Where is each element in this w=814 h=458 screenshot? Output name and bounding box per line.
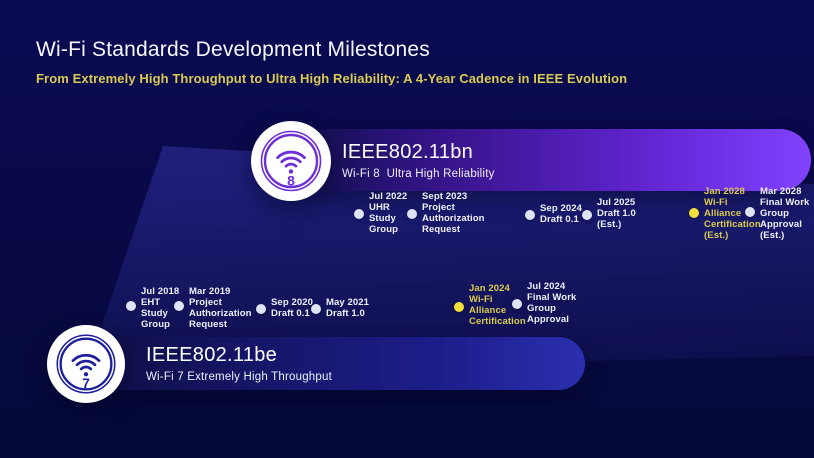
milestone-line: Jan 2028 (704, 186, 745, 197)
wifi8-milestone-4: Jul 2025 Draft 1.0 (Est.) (582, 197, 636, 230)
milestone-line: Request (422, 224, 461, 235)
milestone-line: Sep 2020 (271, 297, 313, 308)
wifi7-generation-label: Wi-Fi 7 Extremely High Throughput (146, 371, 332, 383)
milestone-line: Mar 2019 (189, 286, 231, 297)
milestone-line: Draft 0.1 (540, 214, 579, 225)
milestone-line: Final Work (760, 197, 810, 208)
milestone-line: Group (369, 224, 398, 235)
wifi7-badge: 7 (47, 325, 125, 403)
milestone-line: Draft 1.0 (597, 208, 636, 219)
wifi7-standard-name: IEEE802.11be (146, 344, 278, 366)
milestone-line: Jul 2024 (527, 281, 566, 292)
milestone-dot-icon (512, 299, 522, 309)
wifi8-badge-number: 8 (287, 173, 295, 189)
wifi8-generation-label: Wi-Fi 8 Ultra High Reliability (342, 167, 495, 180)
wifi7-banner-text: IEEE802.11be Wi-Fi 7 Extremely High Thro… (98, 344, 332, 383)
milestone-dot-icon (311, 304, 321, 314)
wifi8-standard-name: IEEE802.11bn (342, 140, 474, 163)
milestone-line: Jan 2024 (469, 283, 510, 294)
milestone-line: Final Work (527, 292, 577, 303)
milestone-line: EHT (141, 297, 161, 308)
milestone-line: Approval (527, 314, 569, 325)
wifi7-milestone-4: May 2021 Draft 1.0 (311, 297, 369, 319)
milestone-dot-icon (407, 209, 417, 219)
milestone-dot-icon (582, 210, 592, 220)
milestone-dot-icon (689, 208, 699, 218)
milestone-line: Draft 1.0 (326, 308, 365, 319)
milestone-line: May 2021 (326, 297, 370, 308)
wifi7-icon: 7 (56, 334, 116, 394)
wifi7-milestone-3: Sep 2020 Draft 0.1 (256, 297, 313, 319)
wifi7-milestone-1: Jul 2018 EHT Study Group (126, 286, 179, 330)
page-title: Wi-Fi Standards Development Milestones (36, 38, 430, 61)
milestone-dot-icon (745, 207, 755, 217)
wifi7-milestone-2: Mar 2019 Project Authorization Request (174, 286, 252, 330)
milestone-dot-icon (174, 301, 184, 311)
milestone-line: Alliance (469, 305, 507, 316)
milestone-line: Wi-Fi (704, 197, 728, 208)
milestone-line: Request (189, 319, 228, 330)
milestone-line: Group (527, 303, 556, 314)
wifi8-milestone-5: Jan 2028 Wi-Fi Alliance Certification (E… (689, 186, 761, 241)
wifi8-milestone-3: Sep 2024 Draft 0.1 (525, 203, 582, 225)
wifi7-milestone-6: Jul 2024 Final Work Group Approval (512, 281, 576, 325)
wifi7-banner: IEEE802.11be Wi-Fi 7 Extremely High Thro… (98, 337, 585, 390)
milestone-line: Wi-Fi (469, 294, 493, 305)
milestone-line: Alliance (704, 208, 742, 219)
wifi8-milestone-6: Mar 2028 Final Work Group Approval (Est.… (745, 186, 809, 241)
milestone-line: Draft 0.1 (271, 308, 310, 319)
milestone-line: (Est.) (704, 230, 729, 241)
milestone-line: Jul 2018 (141, 286, 180, 297)
milestone-line: (Est.) (597, 219, 622, 230)
milestone-line: Sept 2023 (422, 191, 468, 202)
wifi8-icon: 8 (260, 130, 322, 192)
wifi7-milestone-5: Jan 2024 Wi-Fi Alliance Certification (454, 283, 526, 327)
milestone-line: Mar 2028 (760, 186, 802, 197)
milestone-line: Approval (760, 219, 802, 230)
milestone-line: Certification (469, 316, 526, 327)
page-subtitle: From Extremely High Throughput to Ultra … (36, 71, 628, 86)
milestone-line: Group (141, 319, 170, 330)
milestone-line: Project (422, 202, 455, 213)
milestone-line: Authorization (189, 308, 252, 319)
milestone-line: Jul 2025 (597, 197, 636, 208)
milestone-line: Group (760, 208, 789, 219)
wifi8-badge: 8 (251, 121, 331, 201)
milestone-line: Authorization (422, 213, 485, 224)
wifi8-banner-text: IEEE802.11bn Wi-Fi 8 Ultra High Reliabil… (300, 141, 495, 180)
milestone-line: Project (189, 297, 222, 308)
milestone-dot-icon (126, 301, 136, 311)
wifi8-milestone-2: Sept 2023 Project Authorization Request (407, 191, 485, 235)
milestone-line: UHR (369, 202, 390, 213)
milestone-line: Jul 2022 (369, 191, 408, 202)
milestone-line: Certification (704, 219, 761, 230)
milestone-dot-icon (454, 302, 464, 312)
milestone-dot-icon (256, 304, 266, 314)
wifi8-milestone-1: Jul 2022 UHR Study Group (354, 191, 407, 235)
milestone-line: (Est.) (760, 230, 785, 241)
milestone-line: Sep 2024 (540, 203, 582, 214)
milestone-dot-icon (354, 209, 364, 219)
wifi7-badge-number: 7 (82, 376, 90, 391)
header: Wi-Fi Standards Development Milestones F… (36, 38, 627, 86)
wifi8-banner: IEEE802.11bn Wi-Fi 8 Ultra High Reliabil… (300, 129, 811, 191)
milestone-dot-icon (525, 210, 535, 220)
milestone-line: Study (369, 213, 396, 224)
milestone-line: Study (141, 308, 168, 319)
